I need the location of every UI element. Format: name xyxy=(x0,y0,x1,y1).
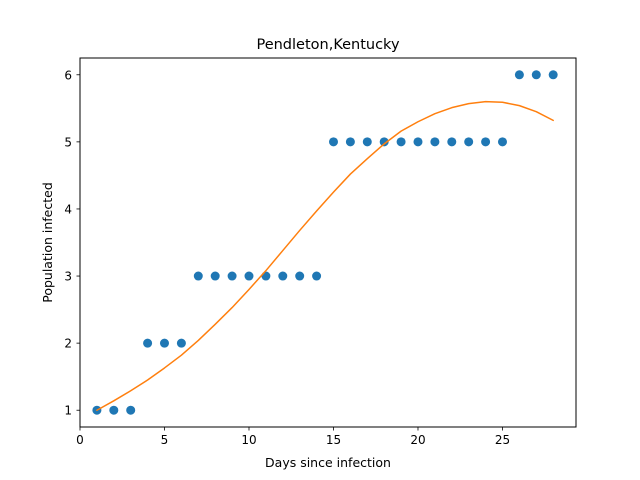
plot-area xyxy=(92,70,558,415)
data-point xyxy=(379,137,389,147)
data-point xyxy=(261,271,271,281)
data-point xyxy=(193,271,203,281)
data-point xyxy=(227,271,237,281)
y-axis-label: Population infected xyxy=(40,182,55,303)
data-point xyxy=(295,271,305,281)
y-tick-label: 5 xyxy=(64,135,72,149)
axes-frame xyxy=(79,57,577,428)
data-point xyxy=(430,137,440,147)
y-axis: 1 2 3 4 5 6 xyxy=(64,68,80,418)
x-tick-label: 20 xyxy=(410,433,425,447)
data-point xyxy=(464,137,474,147)
data-point xyxy=(159,338,169,348)
data-point xyxy=(278,271,288,281)
y-tick-label: 4 xyxy=(64,202,72,216)
x-tick-label: 5 xyxy=(161,433,169,447)
data-point xyxy=(109,405,119,415)
data-point xyxy=(497,137,507,147)
data-point xyxy=(447,137,457,147)
data-point xyxy=(413,137,423,147)
y-tick-label: 3 xyxy=(64,270,72,284)
chart-title: Pendleton,Kentucky xyxy=(256,37,399,53)
x-tick-label: 25 xyxy=(495,433,510,447)
x-axis-label: Days since infection xyxy=(265,455,391,470)
data-point xyxy=(531,70,541,80)
data-point xyxy=(362,137,372,147)
data-point xyxy=(328,137,338,147)
x-tick-label: 10 xyxy=(241,433,256,447)
data-point xyxy=(345,137,355,147)
data-point xyxy=(396,137,406,147)
data-point xyxy=(210,271,220,281)
y-tick-label: 1 xyxy=(64,404,72,418)
data-point xyxy=(126,405,136,415)
data-point xyxy=(481,137,491,147)
y-tick-label: 6 xyxy=(64,68,72,82)
x-axis: 0 5 10 15 20 25 xyxy=(76,427,510,447)
y-tick-label: 2 xyxy=(64,337,72,351)
fit-line xyxy=(96,100,554,411)
data-point xyxy=(244,271,254,281)
data-point xyxy=(312,271,322,281)
data-point xyxy=(514,70,524,80)
x-tick-label: 15 xyxy=(326,433,341,447)
x-tick-label: 0 xyxy=(76,433,84,447)
data-point xyxy=(548,70,558,80)
data-point xyxy=(143,338,153,348)
data-point xyxy=(176,338,186,348)
